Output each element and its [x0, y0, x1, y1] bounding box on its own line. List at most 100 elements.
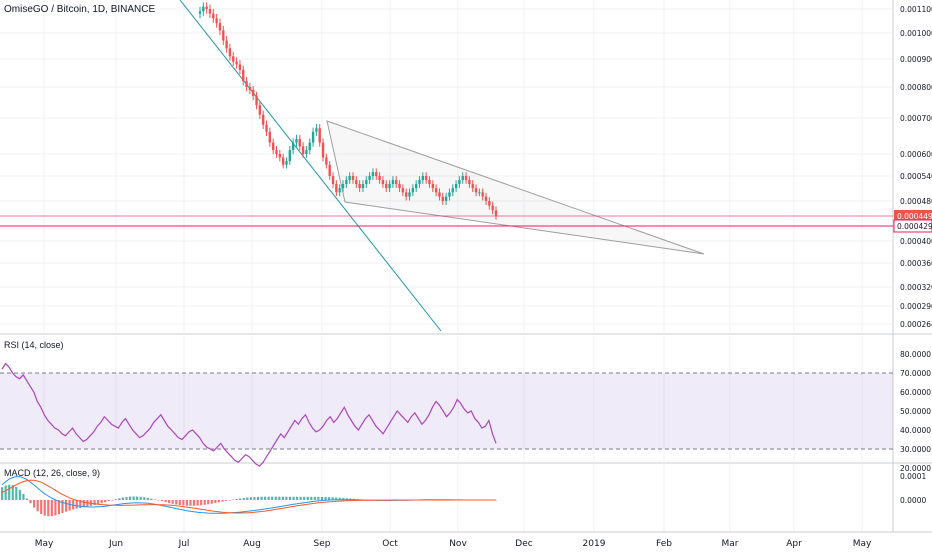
candle-body	[431, 184, 435, 189]
candle-body	[421, 176, 425, 180]
macd-hist-bar	[324, 497, 327, 500]
candle-body	[318, 128, 321, 143]
candle-body	[451, 188, 454, 193]
candle-body	[371, 172, 375, 176]
candle-body	[208, 9, 212, 14]
macd-hist-bar	[100, 500, 103, 504]
macd-hist-bar	[299, 496, 302, 500]
candle-body	[271, 142, 275, 151]
macd-hist-bar	[160, 500, 164, 502]
candle-body	[418, 179, 421, 185]
macd-hist-bar	[22, 493, 25, 500]
candle-body	[385, 184, 388, 189]
candle-body	[235, 61, 238, 65]
candle-body	[348, 176, 351, 180]
candle-body	[275, 150, 278, 154]
candle-body	[301, 146, 305, 154]
rsi-tick-label: 50.0000	[900, 407, 931, 416]
x-tick-label: Feb	[656, 539, 672, 549]
candle-body	[265, 124, 268, 132]
candle-body	[295, 138, 298, 143]
candle-body	[491, 205, 494, 211]
macd-hist-bar	[274, 496, 277, 500]
candle-body	[225, 40, 228, 49]
candle-body	[478, 192, 481, 194]
rsi-band	[0, 373, 893, 449]
x-tick-label: Mar	[722, 539, 739, 549]
macd-hist-bar	[285, 496, 288, 500]
macd-hist-bar	[40, 500, 43, 514]
macd-hist-bar	[96, 500, 100, 505]
candle-body	[355, 179, 358, 185]
candle-body	[261, 114, 265, 125]
macd-hist-bar	[93, 500, 96, 506]
candle-body	[365, 179, 368, 185]
candle-body	[381, 179, 385, 185]
macd-hist-bar	[313, 496, 316, 500]
candle-body	[375, 172, 378, 176]
macd-hist-bar	[104, 500, 107, 503]
macd-hist-bar	[203, 500, 206, 505]
macd-hist-bar	[224, 500, 228, 501]
candle-body	[424, 176, 428, 180]
macd-hist-bar	[317, 496, 320, 500]
candle-body	[298, 138, 301, 147]
macd-hist-bar	[25, 498, 29, 500]
macd-hist-bar	[228, 500, 231, 501]
macd-hist-bar	[114, 499, 117, 500]
macd-hist-bar	[57, 500, 61, 515]
macd-hist-bar	[263, 496, 267, 500]
candle-body	[494, 210, 498, 216]
candle-body	[464, 176, 468, 180]
candle-body	[461, 176, 464, 180]
candle-body	[471, 184, 474, 189]
candle-body	[474, 188, 478, 193]
macd-hist-bar	[11, 485, 14, 500]
macd-hist-bar	[281, 496, 284, 500]
candle-body	[198, 11, 202, 14]
macd-hist-bar	[200, 500, 203, 506]
macd-hist-bar	[320, 496, 324, 500]
candle-body	[458, 179, 461, 185]
candle-body	[345, 179, 348, 185]
macd-hist-bar	[260, 496, 263, 500]
candle-body	[285, 161, 288, 165]
candle-body	[328, 164, 331, 176]
macd-hist-bar	[182, 500, 185, 506]
chart-title: OmiseGO / Bitcoin, 1D, BINANCE	[4, 4, 156, 15]
candle-body	[378, 176, 381, 180]
macd-hist-bar	[331, 497, 334, 500]
macd-hist-bar	[18, 489, 21, 500]
macd-tick-label: 0.0000	[900, 496, 926, 505]
candle-body	[488, 201, 491, 206]
candle-body	[238, 64, 242, 70]
x-tick-label: Aug	[243, 539, 261, 549]
macd-title: MACD (12, 26, close, 9)	[4, 468, 101, 478]
macd-hist-bar	[338, 497, 341, 500]
candle-body	[338, 188, 341, 193]
macd-hist-bar	[249, 497, 252, 500]
macd-hist-bar	[207, 500, 210, 505]
candle-body	[448, 192, 451, 197]
macd-hist-bar	[164, 500, 167, 503]
candle-body	[288, 150, 291, 162]
macd-hist-bar	[278, 496, 281, 500]
candle-body	[205, 6, 208, 9]
candle-body	[395, 179, 398, 185]
macd-hist-bar	[271, 496, 274, 500]
macd-hist-bar	[132, 496, 135, 500]
macd-hist-bar	[495, 500, 498, 501]
macd-hist-bar	[139, 496, 142, 500]
candle-body	[212, 13, 215, 19]
macd-hist-bar	[232, 499, 235, 501]
candle-body	[428, 179, 431, 185]
macd-hist-bar	[242, 498, 245, 500]
candle-body	[315, 128, 318, 132]
candle-body	[361, 184, 365, 189]
